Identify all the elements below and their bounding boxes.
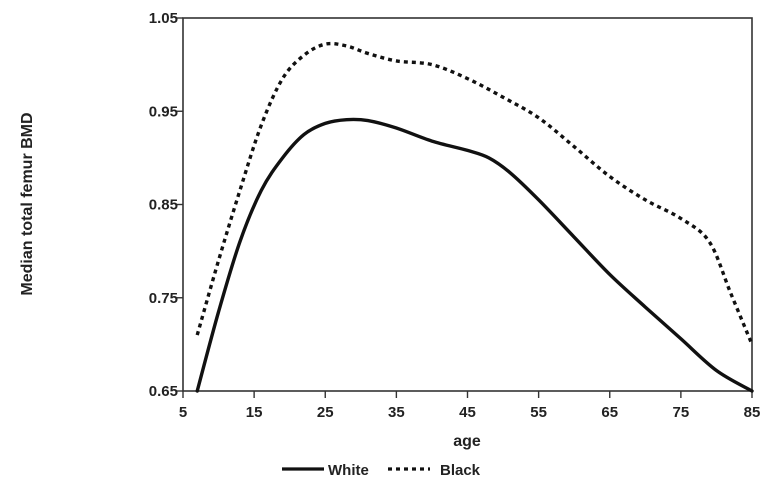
legend-label-white: White: [328, 462, 369, 479]
y-tick-label: 1.05: [149, 10, 178, 27]
x-tick-label: 15: [246, 404, 263, 421]
x-axis-title: age: [453, 433, 481, 450]
series-layer: [195, 41, 754, 393]
legend-label-black: Black: [440, 462, 481, 479]
y-axis-title: Median total femur BMD: [19, 112, 36, 295]
x-tick-label: 35: [388, 404, 405, 421]
legend: White Black: [282, 462, 481, 479]
x-tick-label: 25: [317, 404, 334, 421]
series-line-white: [195, 117, 754, 393]
y-tick-label: 0.95: [149, 103, 178, 120]
x-tick-label: 5: [179, 404, 187, 421]
x-axis: 5 15 25 35 45 55 65 75 85: [179, 391, 761, 421]
y-axis: 0.65 0.75 0.85 0.95 1.05: [149, 10, 183, 400]
y-tick-label: 0.65: [149, 383, 178, 400]
y-tick-label: 0.75: [149, 290, 178, 307]
x-tick-label: 65: [601, 404, 618, 421]
series-line-black: [195, 41, 754, 346]
plot-frame: [182, 17, 753, 392]
x-tick-label: 55: [530, 404, 547, 421]
x-tick-label: 45: [459, 404, 476, 421]
x-tick-label: 85: [744, 404, 761, 421]
y-tick-label: 0.85: [149, 197, 178, 214]
x-tick-label: 75: [673, 404, 690, 421]
